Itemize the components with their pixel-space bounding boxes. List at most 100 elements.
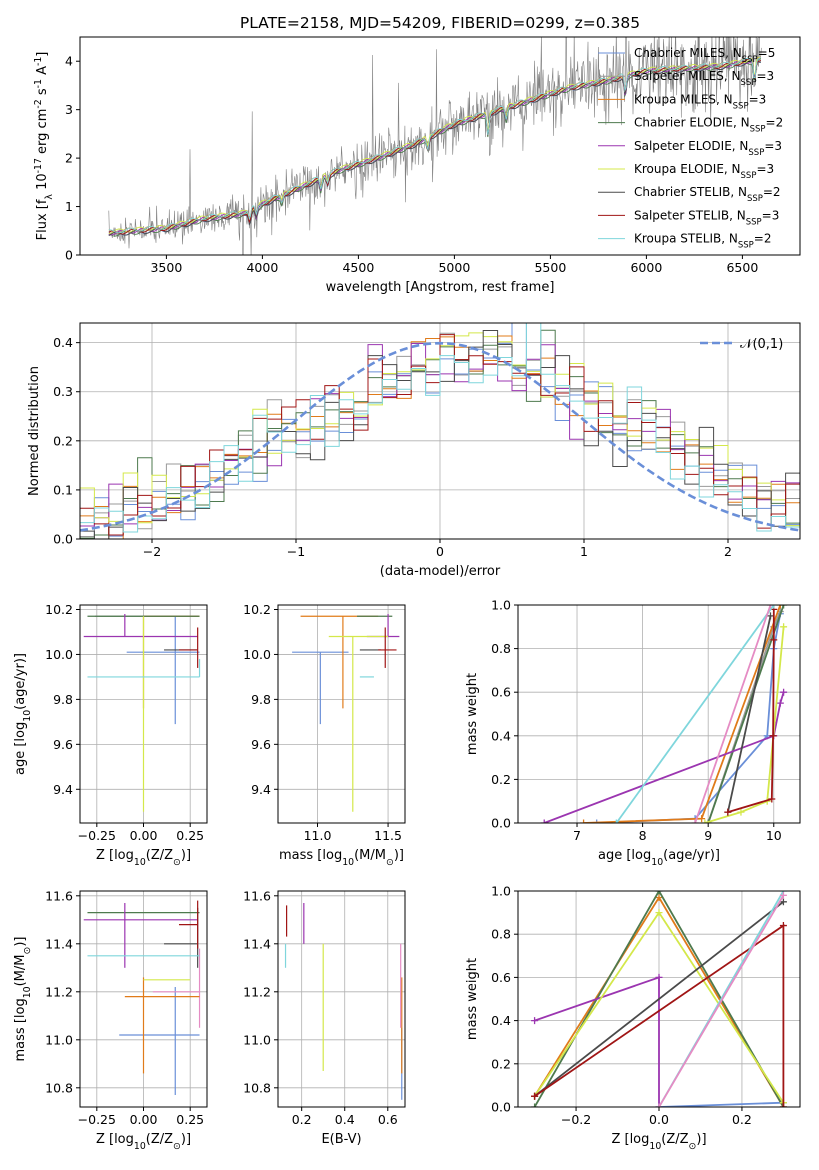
x-tick-label: −1 bbox=[287, 544, 305, 559]
x-tick-label: 10 bbox=[766, 828, 782, 843]
data-marker bbox=[655, 891, 663, 895]
y-tick-label: 0.6 bbox=[491, 685, 511, 700]
data-marker bbox=[776, 699, 784, 707]
mass-weight-line bbox=[658, 1101, 784, 1107]
x-tick-label: 9 bbox=[704, 828, 712, 843]
data-marker bbox=[779, 898, 787, 906]
data-marker bbox=[704, 819, 712, 823]
y-tick-label: 0 bbox=[65, 248, 73, 263]
x-tick-label: 4000 bbox=[246, 260, 278, 275]
y-tick-label: 0.2 bbox=[491, 1056, 511, 1071]
legend-label: Chabrier MILES, NSSP=5 bbox=[634, 46, 775, 65]
data-marker bbox=[655, 973, 663, 981]
data-marker bbox=[593, 819, 601, 823]
y-tick-label: 0.3 bbox=[53, 384, 73, 399]
x-tick-label: 4500 bbox=[342, 260, 374, 275]
y-tick-label: 4 bbox=[65, 54, 73, 69]
y-tick-label: 1.0 bbox=[491, 598, 511, 613]
y-axis-label: mass weight bbox=[465, 958, 480, 1040]
data-marker bbox=[766, 612, 774, 620]
data-marker bbox=[769, 732, 777, 740]
y-axis-label: mass [log10(M/M⊙)] bbox=[13, 937, 33, 1062]
y-tick-label: 9.4 bbox=[53, 782, 73, 797]
x-tick-label: 6000 bbox=[630, 260, 662, 275]
x-tick-label: 0.6 bbox=[378, 1112, 398, 1127]
y-tick-label: 9.6 bbox=[251, 737, 271, 752]
data-marker bbox=[779, 1103, 787, 1107]
x-tick-label: 0.25 bbox=[176, 828, 204, 843]
x-tick-label: 1 bbox=[580, 544, 588, 559]
x-tick-label: 11.5 bbox=[374, 828, 402, 843]
plot-frame bbox=[277, 890, 406, 1108]
x-tick-label: −0.25 bbox=[78, 1112, 116, 1127]
x-axis-label: mass [log10(M/M⊙)] bbox=[279, 848, 404, 868]
y-axis-label: age [log10(age/yr)] bbox=[13, 653, 33, 775]
x-tick-label: 3500 bbox=[150, 260, 182, 275]
data-marker bbox=[540, 819, 548, 823]
axes-mass-vs-Z: −0.25 0.00 0.25 10.8 11.0 11.2 11.4 11.6 Z [log1… bbox=[13, 888, 208, 1152]
y-tick-label: 11.6 bbox=[243, 888, 271, 903]
axes-mass-weight-vs-age: 7 8 9 10 0.0 0.2 0.4 0.6 0.8 1.0 age [log10(age/yr… bbox=[465, 598, 801, 868]
data-marker bbox=[737, 808, 745, 816]
x-axis-label: wavelength [Angstrom, rest frame] bbox=[326, 280, 555, 295]
data-marker bbox=[531, 1092, 539, 1100]
x-tick-label: 0.00 bbox=[130, 1112, 158, 1127]
y-tick-label: 11.4 bbox=[243, 936, 271, 951]
x-tick-label: −0.2 bbox=[561, 1112, 591, 1127]
x-tick-label: 11.0 bbox=[304, 828, 332, 843]
x-tick-label: 0.25 bbox=[176, 1112, 204, 1127]
y-tick-label: 1.0 bbox=[491, 884, 511, 899]
y-tick-label: 1 bbox=[65, 199, 73, 214]
x-tick-label: −2 bbox=[143, 544, 161, 559]
x-tick-label: 0.4 bbox=[335, 1112, 355, 1127]
legend-label: Chabrier ELODIE, NSSP=2 bbox=[634, 116, 783, 135]
axes-age-vs-mass: 11.0 11.5 9.4 9.6 9.8 10.0 10.2 mass [log10(M/M… bbox=[243, 602, 406, 868]
y-tick-label: 9.6 bbox=[53, 737, 73, 752]
y-tick-label: 9.8 bbox=[251, 692, 271, 707]
data-marker bbox=[655, 909, 663, 917]
data-marker bbox=[768, 795, 776, 803]
data-marker bbox=[580, 819, 588, 823]
y-tick-label: 3 bbox=[65, 102, 73, 117]
y-tick-label: 9.8 bbox=[53, 692, 73, 707]
data-marker bbox=[779, 891, 787, 899]
y-tick-label: 0.0 bbox=[491, 816, 511, 831]
x-tick-label: 6500 bbox=[726, 260, 758, 275]
axes-mass-weight-vs-Z: −0.2 0.0 0.2 0.0 0.2 0.4 0.6 0.8 1.0 Z [log10(Z/Z… bbox=[465, 884, 801, 1152]
data-marker bbox=[779, 922, 787, 930]
mass-weight-line bbox=[543, 691, 785, 823]
data-marker bbox=[780, 605, 788, 609]
spectrum-legend: Chabrier MILES, NSSP=5 Salpeter MILES, NS… bbox=[598, 46, 783, 251]
y-tick-label: 0.4 bbox=[491, 1013, 511, 1028]
x-axis-label: Z [log10(Z/Z⊙)] bbox=[96, 1132, 191, 1152]
plot-frame bbox=[517, 604, 801, 824]
y-tick-label: 11.6 bbox=[45, 888, 73, 903]
plot-frame bbox=[79, 36, 801, 256]
legend-label: Kroupa ELODIE, NSSP=3 bbox=[634, 162, 774, 181]
data-marker bbox=[724, 808, 732, 816]
x-axis-label: E(B-V) bbox=[321, 1132, 361, 1147]
data-marker bbox=[655, 893, 663, 901]
legend-label: Kroupa STELIB, NSSP=2 bbox=[634, 232, 772, 251]
x-tick-label: 0.0 bbox=[649, 1112, 669, 1127]
y-tick-label: 0.1 bbox=[53, 482, 73, 497]
data-marker bbox=[531, 1017, 539, 1025]
axes-residuals: −2 −1 0 1 2 0.0 0.1 0.2 0.3 0.4 (data-model)/error… bbox=[27, 322, 801, 579]
mass-weight-line bbox=[694, 605, 772, 823]
mass-weight-line bbox=[704, 626, 785, 823]
data-marker bbox=[612, 819, 620, 823]
data-marker bbox=[776, 605, 784, 609]
x-tick-label: 0.2 bbox=[292, 1112, 312, 1127]
data-marker bbox=[770, 605, 778, 609]
data-marker bbox=[766, 605, 774, 609]
x-tick-label: 0 bbox=[436, 544, 444, 559]
y-axis-label: mass weight bbox=[465, 673, 480, 755]
data-marker bbox=[691, 819, 699, 823]
histogram-series bbox=[80, 323, 800, 533]
normal-curve bbox=[80, 341, 800, 532]
x-tick-label: 0.2 bbox=[732, 1112, 752, 1127]
y-tick-label: 0.8 bbox=[491, 641, 511, 656]
data-marker bbox=[531, 1103, 539, 1107]
mass-weight-line bbox=[615, 605, 775, 823]
